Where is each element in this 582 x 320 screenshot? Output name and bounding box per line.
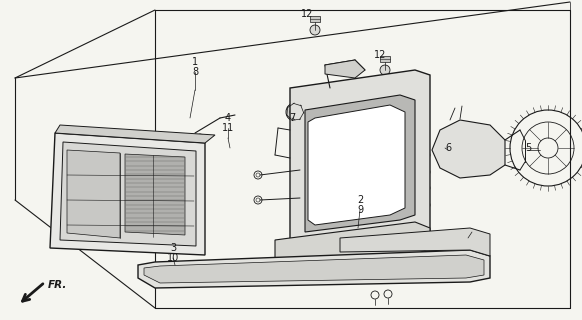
Polygon shape: [325, 60, 365, 78]
Text: 4: 4: [225, 113, 231, 123]
Text: 12: 12: [374, 50, 386, 60]
Polygon shape: [290, 70, 430, 255]
Polygon shape: [310, 16, 320, 22]
Text: 2: 2: [357, 195, 363, 205]
Text: 5: 5: [525, 143, 531, 153]
Polygon shape: [308, 105, 405, 225]
Polygon shape: [55, 125, 215, 143]
Polygon shape: [340, 228, 490, 256]
Circle shape: [380, 65, 390, 75]
Polygon shape: [305, 95, 415, 232]
Text: 11: 11: [222, 123, 234, 133]
Polygon shape: [67, 150, 120, 238]
Text: 7: 7: [289, 113, 295, 123]
Text: 1: 1: [192, 57, 198, 67]
Circle shape: [310, 25, 320, 35]
Text: FR.: FR.: [48, 280, 68, 290]
Polygon shape: [138, 250, 490, 288]
Text: 10: 10: [167, 253, 179, 263]
Polygon shape: [50, 133, 205, 255]
Text: 9: 9: [357, 205, 363, 215]
Text: 3: 3: [170, 243, 176, 253]
Polygon shape: [60, 142, 196, 246]
Polygon shape: [144, 255, 484, 283]
Polygon shape: [275, 222, 430, 268]
Polygon shape: [380, 56, 390, 62]
Text: 6: 6: [445, 143, 451, 153]
Polygon shape: [125, 154, 185, 235]
Circle shape: [286, 103, 304, 121]
Text: 12: 12: [301, 9, 313, 19]
Text: 8: 8: [192, 67, 198, 77]
Polygon shape: [432, 120, 505, 178]
